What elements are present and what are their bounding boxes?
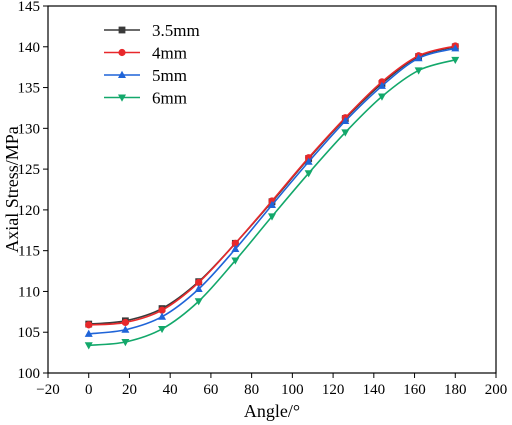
series-line-5mm — [88, 47, 456, 335]
data-point-4mm — [121, 318, 129, 327]
legend-marker — [118, 26, 126, 34]
y-tick-label: 115 — [18, 244, 40, 260]
x-tick-label: −20 — [36, 382, 59, 398]
plot-frame — [47, 5, 497, 374]
data-point-4mm — [158, 306, 166, 314]
y-tick-label: 140 — [18, 40, 41, 56]
data-point-6mm — [121, 339, 130, 347]
data-point-4mm — [85, 321, 93, 329]
y-tick-label: 145 — [18, 0, 41, 15]
x-tick-label: 140 — [363, 382, 386, 398]
y-tick-label: 135 — [18, 81, 41, 97]
legend-item-3-5mm: 3.5mm — [104, 21, 200, 40]
x-tick-label: 160 — [403, 382, 426, 398]
data-point-5mm — [414, 53, 423, 62]
x-tick-label: 200 — [485, 382, 508, 398]
data-point-5mm — [158, 312, 167, 320]
series-line-4mm — [88, 45, 456, 326]
legend-item-4mm: 4mm — [104, 44, 187, 63]
data-point-6mm — [451, 56, 460, 65]
series-6mm — [84, 56, 460, 350]
legend-label: 3.5mm — [152, 21, 200, 40]
data-point-6mm — [194, 298, 203, 306]
data-point-6mm — [377, 93, 386, 101]
x-tick-label: 0 — [85, 382, 93, 398]
y-tick-label: 130 — [18, 121, 41, 137]
series-3-5mm — [85, 43, 459, 328]
x-tick-label: 120 — [322, 382, 345, 398]
series-layer — [84, 42, 460, 350]
data-point-6mm — [231, 257, 240, 265]
legend: 3.5mm 4mm 5mm 6mm — [104, 21, 200, 108]
x-tick-label: 80 — [244, 382, 259, 398]
x-tick-label: 20 — [122, 382, 137, 398]
data-point-6mm — [304, 170, 313, 178]
data-point-5mm — [84, 329, 93, 337]
legend-marker — [118, 94, 126, 102]
data-point-5mm — [304, 157, 313, 165]
x-tick-label: 180 — [444, 382, 467, 398]
data-point-5mm — [341, 116, 350, 124]
x-tick-label: 100 — [281, 382, 304, 398]
y-tick-label: 105 — [18, 325, 41, 341]
data-point-4mm — [195, 278, 203, 287]
x-axis-ticks: −20 0 20 40 60 80 100 120 140 160 180 200 — [36, 373, 507, 398]
legend-marker — [118, 70, 126, 78]
data-point-5mm — [194, 284, 203, 292]
y-tick-label: 100 — [18, 366, 41, 382]
legend-label: 5mm — [152, 66, 187, 85]
y-axis-ticks: 100 105 110 115 120 125 130 135 140 145 — [18, 0, 48, 382]
data-point-5mm — [268, 200, 276, 208]
x-axis-title: Angle/° — [244, 401, 300, 421]
legend-item-5mm: 5mm — [104, 66, 187, 85]
series-4mm — [85, 42, 459, 329]
legend-marker — [118, 48, 126, 57]
legend-item-6mm: 6mm — [104, 89, 187, 108]
data-point-6mm — [84, 342, 93, 350]
series-5mm — [84, 44, 460, 337]
data-point-5mm — [377, 81, 386, 89]
y-tick-label: 120 — [18, 203, 41, 219]
x-tick-label: 60 — [203, 382, 218, 398]
x-tick-label: 40 — [163, 382, 178, 398]
legend-label: 4mm — [152, 44, 187, 63]
data-point-6mm — [414, 67, 423, 75]
legend-label: 6mm — [152, 89, 187, 108]
y-tick-label: 125 — [18, 162, 41, 178]
data-point-5mm — [231, 244, 240, 253]
series-line-3-5mm — [88, 46, 456, 325]
data-point-5mm — [121, 325, 130, 333]
y-axis-title: Axial Stress/MPa — [2, 126, 22, 253]
data-point-5mm — [451, 44, 460, 52]
y-tick-label: 110 — [18, 284, 40, 300]
data-point-6mm — [158, 325, 167, 334]
data-point-6mm — [341, 129, 350, 137]
data-point-4mm — [231, 239, 239, 247]
data-point-6mm — [268, 213, 276, 221]
